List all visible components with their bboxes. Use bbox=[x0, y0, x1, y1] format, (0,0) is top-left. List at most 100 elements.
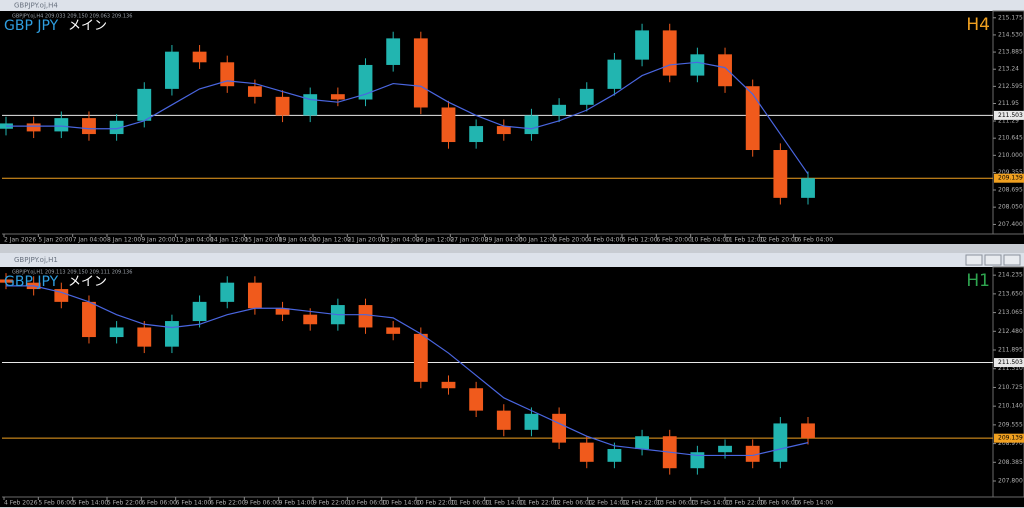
y-tick-label: 207.400 bbox=[998, 221, 1023, 228]
candle-body bbox=[303, 314, 318, 325]
y-tick-label: 210.645 bbox=[998, 135, 1023, 142]
y-tick-label: 207.800 bbox=[998, 478, 1023, 485]
y-tick-label: 208.970 bbox=[998, 440, 1023, 447]
x-tick-label: 30 Jan 12:00 bbox=[519, 237, 557, 244]
chart-info: GBPJPY.oj,H1 209.113 209.150 209.111 209… bbox=[12, 270, 132, 276]
x-tick-label: 19 Jan 04:00 bbox=[279, 237, 317, 244]
candle-body bbox=[137, 88, 152, 121]
candle-body bbox=[607, 59, 622, 89]
y-tick-label: 213.24 bbox=[998, 66, 1019, 73]
candle-body bbox=[441, 381, 456, 389]
candle-body bbox=[413, 38, 428, 108]
window-title: GBPJPY.oj,H4 bbox=[14, 2, 58, 10]
candle-body bbox=[635, 436, 649, 450]
x-tick-label: 10 Feb 22:00 bbox=[416, 500, 456, 507]
candle-body bbox=[607, 449, 622, 462]
x-tick-label: 13 Jan 04:00 bbox=[176, 237, 214, 244]
window-button-close[interactable] bbox=[1003, 254, 1021, 266]
symbol-label: GBP JPY bbox=[4, 274, 59, 290]
x-tick-label: 12 Feb 20:00 bbox=[759, 237, 799, 244]
x-tick-label: 7 Jan 04:00 bbox=[73, 237, 107, 244]
y-tick-label: 212.595 bbox=[998, 83, 1023, 90]
price-level-label: 211.503 bbox=[998, 359, 1023, 366]
x-tick-label: 6 Feb 06:00 bbox=[141, 500, 177, 507]
candle-body bbox=[330, 94, 345, 100]
y-tick-label: 210.140 bbox=[998, 403, 1023, 410]
candle-body bbox=[552, 413, 567, 443]
x-tick-label: 13 Feb 06:00 bbox=[656, 500, 696, 507]
x-tick-label: 11 Feb 12:00 bbox=[725, 237, 765, 244]
candle-body bbox=[26, 123, 41, 132]
x-tick-label: 5 Feb 14:00 bbox=[73, 500, 109, 507]
price-level-box bbox=[994, 433, 1024, 443]
chart-area bbox=[0, 11, 1024, 244]
y-tick-label: 213.650 bbox=[998, 290, 1023, 297]
candle-body bbox=[413, 333, 428, 382]
y-tick-label: 208.385 bbox=[998, 459, 1023, 466]
x-tick-label: 5 Feb 12:00 bbox=[622, 237, 658, 244]
x-tick-label: 4 Feb 2026 bbox=[4, 500, 38, 507]
x-tick-label: 14 Jan 12:00 bbox=[210, 237, 248, 244]
y-tick-label: 211.29 bbox=[998, 118, 1019, 125]
candle-body bbox=[801, 423, 815, 439]
x-tick-label: 23 Jan 04:00 bbox=[382, 237, 420, 244]
x-tick-label: 12 Feb 22:00 bbox=[622, 500, 662, 507]
candle-body bbox=[496, 126, 511, 135]
x-tick-label: 9 Feb 06:00 bbox=[244, 500, 280, 507]
candle-body bbox=[386, 38, 401, 65]
y-tick-label: 211.895 bbox=[998, 347, 1023, 354]
x-tick-label: 13 Feb 14:00 bbox=[691, 500, 731, 507]
y-tick-label: 213.065 bbox=[998, 309, 1023, 316]
x-tick-label: 20 Jan 12:00 bbox=[313, 237, 351, 244]
y-tick-label: 210.000 bbox=[998, 152, 1023, 159]
timeframe-label: H1 bbox=[966, 271, 990, 291]
candle-body bbox=[192, 301, 207, 322]
x-tick-label: 8 Jan 12:00 bbox=[107, 237, 141, 244]
x-tick-label: 15 Jan 20:00 bbox=[244, 237, 282, 244]
x-tick-label: 21 Jan 20:00 bbox=[347, 237, 385, 244]
candle-body bbox=[745, 445, 760, 462]
x-tick-label: 26 Jan 12:00 bbox=[416, 237, 454, 244]
candle-body bbox=[54, 118, 69, 132]
price-level-label: 211.503 bbox=[998, 112, 1023, 119]
candle-body bbox=[469, 126, 484, 143]
candle-body bbox=[745, 86, 760, 151]
x-tick-label: 16 Feb 14:00 bbox=[794, 500, 834, 507]
x-tick-label: 6 Feb 14:00 bbox=[176, 500, 212, 507]
candle-body bbox=[137, 327, 152, 347]
candle-body bbox=[247, 282, 262, 309]
symbol-label: GBP JPY bbox=[4, 18, 59, 34]
candle-body bbox=[690, 54, 705, 76]
candle-body bbox=[358, 64, 373, 100]
name-label: メイン bbox=[68, 275, 107, 290]
x-tick-label: 16 Feb 06:00 bbox=[759, 500, 799, 507]
candle-body bbox=[109, 327, 124, 338]
y-tick-label: 213.885 bbox=[998, 49, 1023, 56]
x-tick-label: 12 Feb 14:00 bbox=[588, 500, 628, 507]
candle-body bbox=[801, 178, 815, 198]
moving-average bbox=[6, 61, 809, 175]
candle-body bbox=[496, 410, 511, 430]
y-tick-label: 214.530 bbox=[998, 31, 1023, 38]
price-level-label: 209.139 bbox=[998, 175, 1023, 182]
x-tick-label: 10 Feb 14:00 bbox=[382, 500, 422, 507]
candle-body bbox=[192, 51, 207, 63]
x-tick-label: 11 Feb 06:00 bbox=[450, 500, 490, 507]
x-tick-label: 16 Feb 04:00 bbox=[794, 237, 834, 244]
candle-body bbox=[54, 289, 69, 302]
candle-body bbox=[386, 327, 401, 334]
y-tick-label: 208.695 bbox=[998, 187, 1023, 194]
candle-body bbox=[635, 30, 649, 60]
candle-body bbox=[275, 308, 290, 315]
candle-body bbox=[579, 88, 594, 105]
candle-body bbox=[773, 423, 788, 462]
x-tick-label: 27 Jan 20:00 bbox=[450, 237, 488, 244]
candle-body bbox=[579, 442, 594, 462]
y-tick-label: 208.050 bbox=[998, 204, 1023, 211]
candle-body bbox=[82, 301, 96, 338]
window-button-max[interactable] bbox=[984, 254, 1002, 266]
y-tick-label: 209.355 bbox=[998, 169, 1023, 176]
window-button-min[interactable] bbox=[965, 254, 983, 266]
x-tick-label: 11 Feb 14:00 bbox=[485, 500, 525, 507]
